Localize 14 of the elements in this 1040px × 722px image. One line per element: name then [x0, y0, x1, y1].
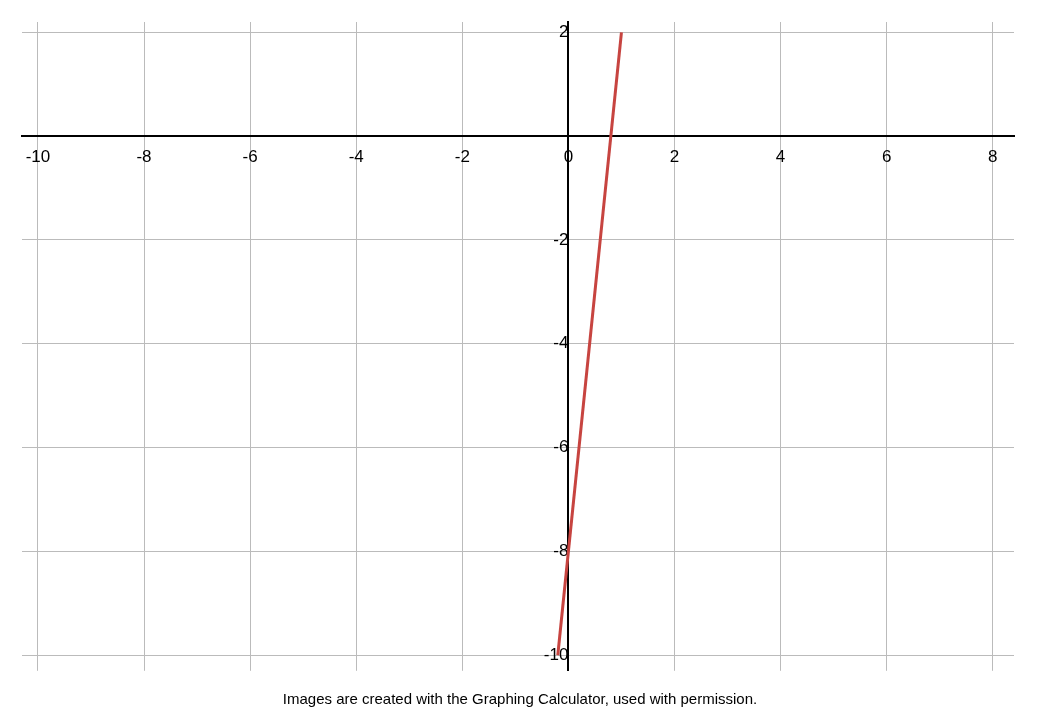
- x-tick-label: 8: [988, 147, 998, 167]
- x-tick-label: 4: [775, 147, 786, 167]
- x-tick-label: -4: [348, 147, 364, 167]
- x-tick-label: -6: [242, 147, 258, 167]
- y-tick-label: -2: [553, 229, 569, 249]
- x-tick-label: -2: [454, 147, 470, 167]
- x-tick-label: -10: [25, 147, 51, 167]
- y-tick-label: -4: [553, 333, 569, 353]
- x-tick-label: 2: [669, 147, 680, 167]
- text: Images are created with the Graphing Calculator, used with permission.: [281, 690, 759, 707]
- y-tick-label: 2: [558, 22, 569, 42]
- y-tick-label: -6: [553, 437, 569, 457]
- x-tick-label: 6: [881, 147, 892, 167]
- x-tick-label: -8: [136, 147, 152, 167]
